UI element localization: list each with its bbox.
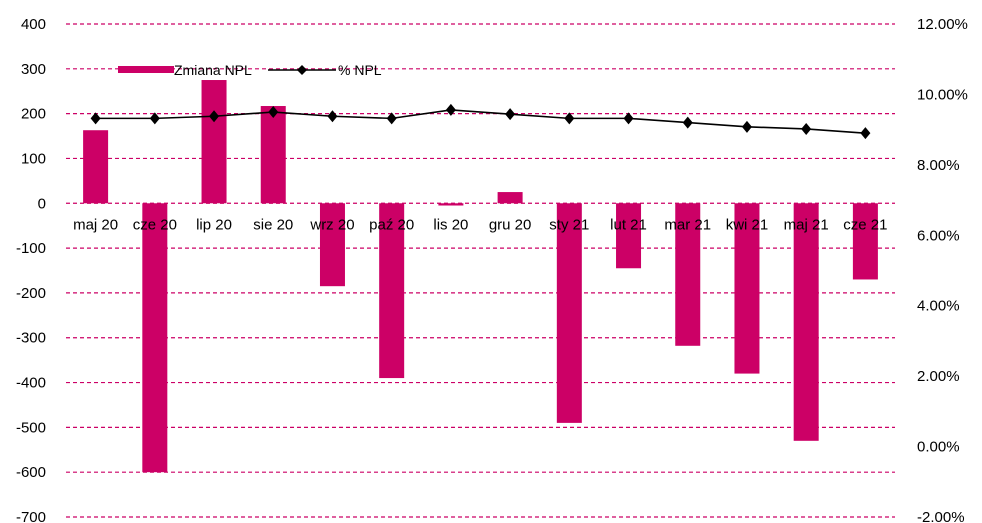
line-point xyxy=(327,110,338,123)
category-label: maj 21 xyxy=(784,216,829,233)
category-label: gru 20 xyxy=(489,216,532,233)
right-tick-label: -2.00% xyxy=(917,509,965,523)
category-label: maj 20 xyxy=(73,216,118,233)
bar xyxy=(260,106,286,204)
bar-series xyxy=(83,80,878,473)
left-tick-label: -200 xyxy=(16,285,46,302)
left-tick-label: -500 xyxy=(16,419,46,436)
line-point xyxy=(445,103,456,116)
category-label: kwi 21 xyxy=(726,216,769,233)
line-point xyxy=(90,112,101,125)
bar xyxy=(616,203,642,269)
category-label: sty 21 xyxy=(549,216,589,233)
bar xyxy=(83,130,109,204)
bar xyxy=(142,203,168,473)
bar xyxy=(201,80,227,204)
bar xyxy=(852,203,878,280)
category-label: cze 21 xyxy=(843,216,887,233)
left-tick-label: -300 xyxy=(16,330,46,347)
line-point xyxy=(623,112,634,125)
line-point xyxy=(505,108,516,121)
line-point xyxy=(149,112,160,125)
pct-npl-line xyxy=(95,109,866,134)
left-tick-label: 0 xyxy=(38,195,46,212)
left-tick-label: -100 xyxy=(16,240,46,257)
category-label: paź 20 xyxy=(369,216,414,233)
left-tick-label: 200 xyxy=(21,106,46,123)
right-tick-label: 6.00% xyxy=(917,227,960,244)
left-tick-label: -400 xyxy=(16,375,46,392)
category-label: lis 20 xyxy=(433,216,468,233)
bar xyxy=(675,203,701,346)
left-tick-label: 400 xyxy=(21,16,46,33)
bar xyxy=(438,203,464,206)
right-axis-ticks: 12.00% 10.00% 8.00% 6.00% 4.00% 2.00% 0.00% -2.… xyxy=(917,16,968,523)
category-label: wrz 20 xyxy=(309,216,354,233)
legend-line-label: % NPL xyxy=(338,62,382,78)
line-series xyxy=(90,103,871,140)
bar xyxy=(319,203,345,287)
left-tick-label: -700 xyxy=(16,509,46,523)
legend-bar-label: Zmiana NPL xyxy=(174,62,252,78)
bar xyxy=(556,203,582,423)
line-point xyxy=(564,112,575,125)
right-tick-label: 8.00% xyxy=(917,157,960,174)
left-axis-ticks: 400 300 200 100 0 -100 -200 -300 -400 -500 -600 -70… xyxy=(16,16,46,523)
category-label: lip 20 xyxy=(196,216,232,233)
legend-bar-swatch xyxy=(118,66,174,73)
bar xyxy=(793,203,819,441)
bar xyxy=(497,192,523,204)
line-point xyxy=(209,110,220,123)
bar xyxy=(379,203,405,379)
category-label: lut 21 xyxy=(610,216,647,233)
right-tick-label: 10.00% xyxy=(917,86,968,103)
legend: Zmiana NPL % NPL xyxy=(118,62,382,78)
category-label: cze 20 xyxy=(133,216,177,233)
left-tick-label: 100 xyxy=(21,150,46,167)
line-point xyxy=(741,120,752,133)
left-tick-label: 300 xyxy=(21,61,46,78)
line-point xyxy=(682,116,693,129)
line-point xyxy=(268,106,279,119)
gridlines xyxy=(66,23,895,518)
right-tick-label: 12.00% xyxy=(917,16,968,33)
left-tick-label: -600 xyxy=(16,464,46,481)
right-tick-label: 4.00% xyxy=(917,298,960,315)
legend-line-marker xyxy=(297,65,307,75)
category-label: sie 20 xyxy=(253,216,293,233)
line-point xyxy=(860,127,871,140)
right-tick-label: 2.00% xyxy=(917,368,960,385)
right-tick-label: 0.00% xyxy=(917,439,960,456)
bar xyxy=(734,203,760,374)
line-point xyxy=(801,122,812,135)
line-point xyxy=(386,112,397,125)
category-labels: maj 20 cze 20 lip 20 sie 20 wrz 20 paź 20 lis … xyxy=(73,216,887,233)
category-label: mar 21 xyxy=(664,216,711,233)
